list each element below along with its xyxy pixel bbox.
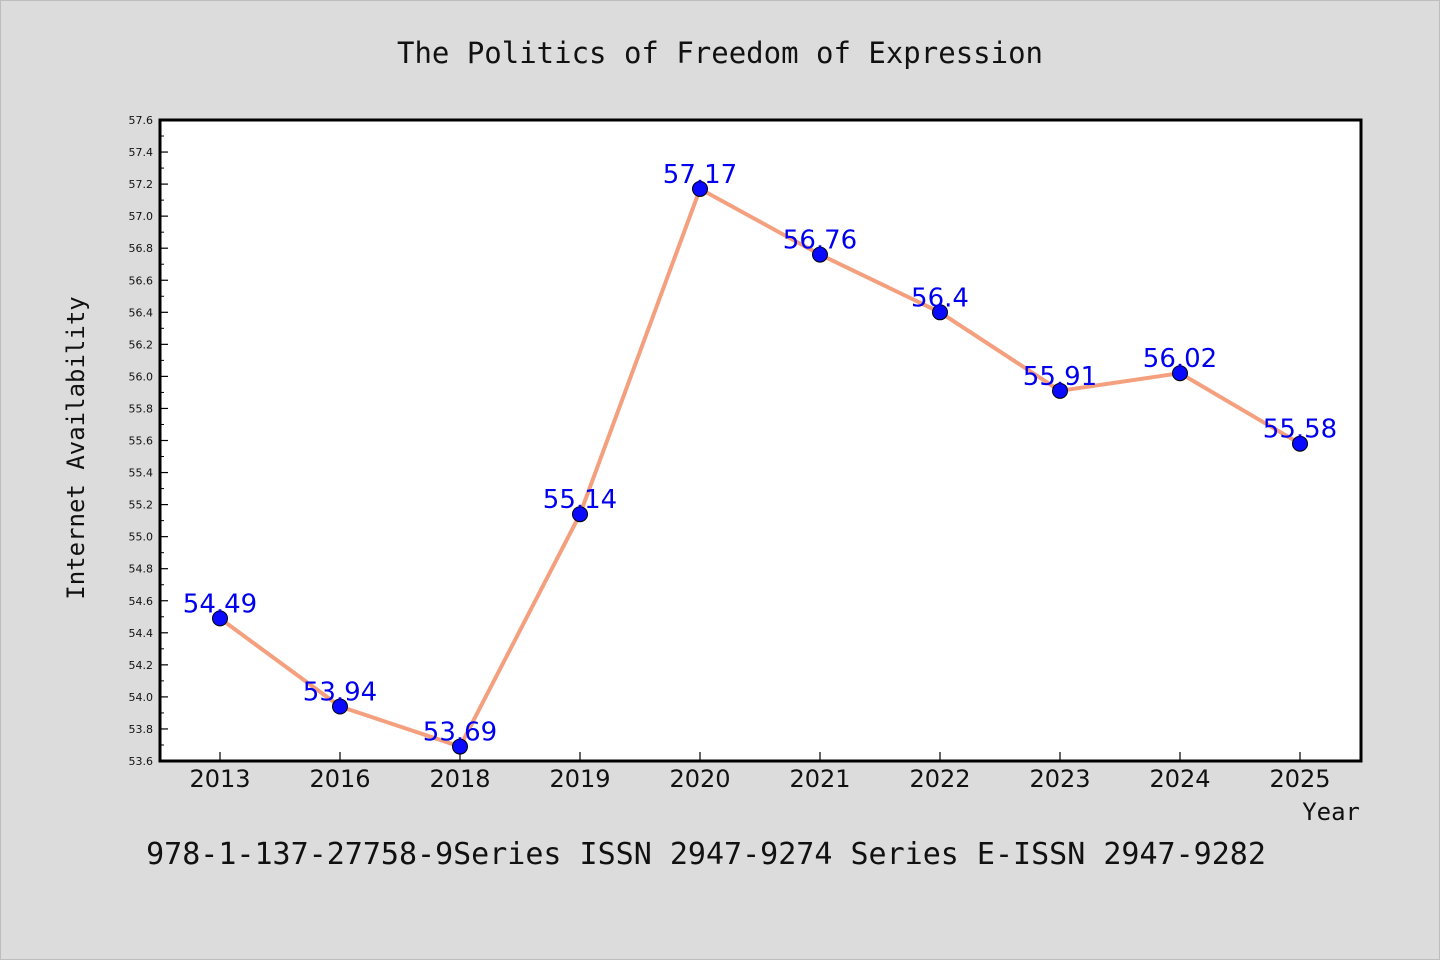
y-tick-label: 55.0 [129, 531, 154, 544]
x-tick-label: 2023 [1029, 765, 1090, 793]
y-tick-label: 56.6 [129, 274, 154, 287]
y-tick-label: 54.6 [129, 595, 154, 608]
data-label: 55.58 [1263, 415, 1337, 445]
y-tick-label: 57.6 [129, 114, 154, 127]
data-label: 56.76 [783, 226, 857, 256]
x-tick-label: 2021 [789, 765, 850, 793]
x-axis-ticks: 2013 2016 2018 2019 2020 2021 2022 2023 2024 2025 [189, 752, 1331, 793]
data-point [1052, 382, 1068, 399]
isbn-footer: 978-1-137-27758-9Series ISSN 2947-9274 S… [146, 837, 1266, 872]
y-tick-label: 57.2 [129, 178, 154, 191]
data-point [572, 506, 588, 523]
x-tick-label: 2020 [669, 765, 730, 793]
y-tick-label: 56.4 [129, 306, 154, 319]
y-tick-label: 54.4 [129, 627, 154, 640]
y-tick-label: 56.2 [129, 338, 154, 351]
data-point [812, 246, 828, 263]
series-line [218, 186, 1302, 749]
x-tick-label: 2025 [1269, 765, 1330, 793]
y-tick-label: 53.8 [129, 723, 154, 736]
x-tick-label: 2018 [429, 765, 490, 793]
data-label: 53.94 [303, 678, 377, 708]
data-point [1292, 435, 1308, 452]
y-tick-label: 56.8 [129, 242, 154, 255]
x-tick-label: 2019 [549, 765, 610, 793]
y-tick-label: 55.4 [129, 467, 154, 480]
data-label: 53.69 [423, 718, 497, 748]
x-tick-label: 2013 [189, 765, 250, 793]
data-point [1172, 365, 1188, 382]
x-tick-label: 2022 [909, 765, 970, 793]
y-tick-label: 57.0 [129, 210, 154, 223]
data-label: 55.14 [543, 485, 617, 515]
y-tick-label: 53.6 [129, 755, 154, 768]
data-point [692, 180, 708, 197]
y-tick-label: 55.2 [129, 499, 154, 512]
x-axis-label: Year [1302, 798, 1360, 826]
data-label: 56.4 [911, 283, 969, 313]
data-point [452, 738, 468, 755]
plot-frame [158, 118, 1363, 763]
series-group: 54.49 53.94 53.69 55.14 57.17 56.76 56.4 55.91 5… [183, 160, 1337, 755]
y-tick-label: 54.8 [129, 563, 154, 576]
x-tick-label: 2016 [309, 765, 370, 793]
chart-title: The Politics of Freedom of Expression [397, 36, 1043, 70]
data-point [932, 304, 948, 321]
plot-area [160, 120, 1361, 761]
data-point [332, 698, 348, 715]
y-tick-label: 54.2 [129, 659, 154, 672]
data-point [212, 610, 228, 627]
data-label: 57.17 [663, 160, 737, 190]
x-tick-label: 2024 [1149, 765, 1210, 793]
y-tick-label: 54.0 [129, 691, 154, 704]
data-label: 56.02 [1143, 344, 1217, 374]
y-tick-label: 55.6 [129, 435, 154, 448]
y-tick-label: 57.4 [129, 146, 154, 159]
y-tick-label: 55.8 [129, 402, 154, 415]
y-axis-label: Internet Availability [62, 296, 90, 599]
y-tick-label: 56.0 [129, 370, 154, 383]
data-label: 54.49 [183, 589, 257, 619]
data-label: 55.91 [1023, 362, 1097, 392]
